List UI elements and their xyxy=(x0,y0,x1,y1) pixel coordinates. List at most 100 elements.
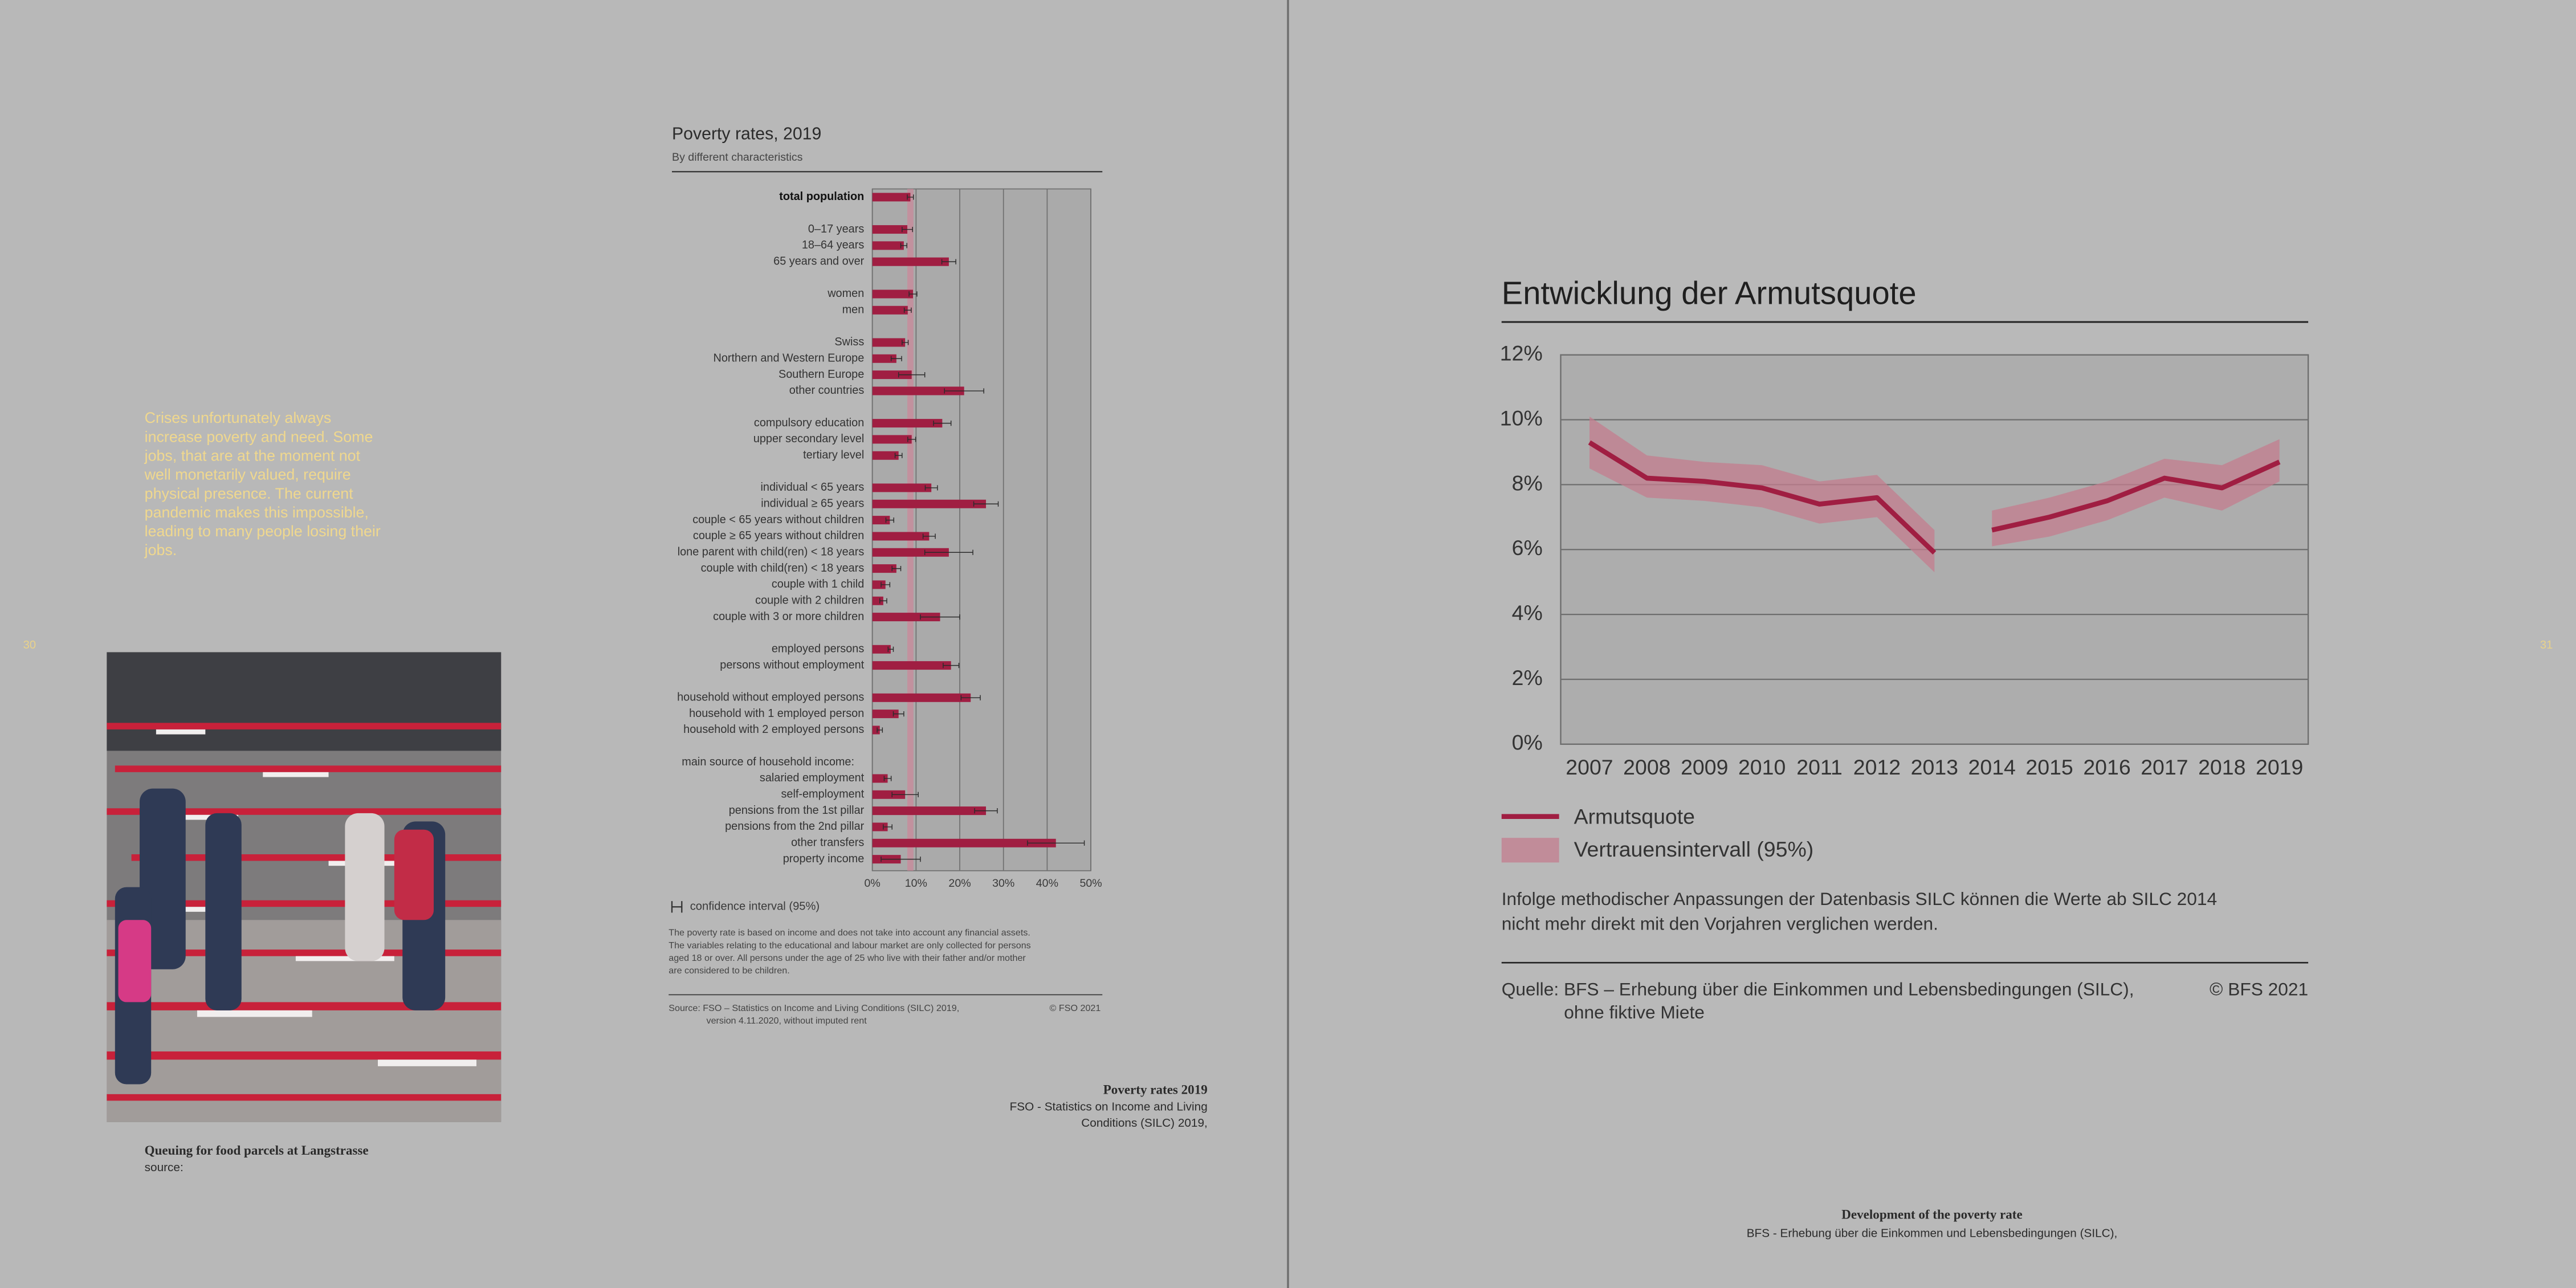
page-number: 30 xyxy=(23,639,36,651)
y-tick-label: 6% xyxy=(1512,536,1543,560)
y-tick-label: 10% xyxy=(1500,406,1543,430)
note-line: nicht mehr direkt mit den Vorjahren verg… xyxy=(1502,913,1938,934)
x-tick-label: 20% xyxy=(948,877,971,890)
chart-subtitle: By different characteristics xyxy=(672,151,803,164)
error-bar xyxy=(891,565,902,572)
error-bar xyxy=(933,420,952,426)
y-tick-label: 8% xyxy=(1512,471,1543,495)
error-bar xyxy=(877,727,883,733)
source-line: version 4.11.2020, without imputed rent xyxy=(707,1016,867,1026)
note-line: The variables relating to the educationa… xyxy=(669,940,1031,951)
caption-line: Conditions (SILC) 2019, xyxy=(1081,1116,1207,1130)
bar xyxy=(872,225,908,234)
reference-band xyxy=(907,189,914,871)
source-line: ohne fiktive Miete xyxy=(1564,1002,1705,1022)
x-tick-label: 2013 xyxy=(1911,755,1958,779)
error-bar xyxy=(903,307,912,313)
category-label: men xyxy=(842,304,865,316)
bar xyxy=(872,483,932,492)
intro-line: physical presence. The current xyxy=(145,485,353,502)
copyright: © BFS 2021 xyxy=(2210,979,2308,1000)
bar xyxy=(872,710,899,719)
x-tick-label: 2011 xyxy=(1796,755,1843,779)
category-label: women xyxy=(827,287,864,300)
category-label: pensions from the 2nd pillar xyxy=(725,820,865,833)
error-bar xyxy=(883,776,892,781)
chart-title: Poverty rates, 2019 xyxy=(672,124,821,143)
bar xyxy=(872,338,906,347)
error-bar xyxy=(922,533,936,539)
error-bar xyxy=(924,485,938,491)
x-tick-label: 2019 xyxy=(2256,755,2303,779)
x-tick-label: 2008 xyxy=(1623,755,1670,779)
bar xyxy=(872,532,930,541)
confidence-band xyxy=(1589,416,2280,573)
category-label: household with 2 employed persons xyxy=(683,723,864,736)
category-label: household without employed persons xyxy=(677,691,864,704)
category-label: Swiss xyxy=(834,336,864,348)
category-label: self-employment xyxy=(781,788,864,801)
error-bar xyxy=(885,517,894,523)
caption-title: Poverty rates 2019 xyxy=(1103,1082,1208,1097)
line xyxy=(1588,440,2281,555)
category-label: 18–64 years xyxy=(802,239,864,251)
source-line: Quelle: BFS – Erhebung über die Einkomme… xyxy=(1502,979,2134,1000)
bar xyxy=(872,290,913,299)
legend-label: Armutsquote xyxy=(1574,804,1695,828)
source-line: Source: FSO – Statistics on Income and L… xyxy=(669,1003,959,1013)
caption-line: BFS - Erhebung über die Einkommen und Le… xyxy=(1747,1226,2118,1240)
x-tick-label: 2007 xyxy=(1566,755,1613,779)
category-label: salaried employment xyxy=(760,772,865,784)
category-label: property income xyxy=(783,853,865,865)
intro-line: pandemic makes this impossible, xyxy=(145,504,369,521)
category-label: household with 1 employed person xyxy=(689,707,864,720)
error-bar xyxy=(920,614,960,620)
bar xyxy=(872,838,1056,847)
error-bar xyxy=(881,857,921,862)
bar xyxy=(872,516,890,525)
category-label: pensions from the 1st pillar xyxy=(729,804,865,817)
page-number: 31 xyxy=(2540,639,2553,651)
x-tick-label: 2018 xyxy=(2198,755,2245,779)
error-bar xyxy=(907,194,914,200)
intro-line: Crises unfortunately always xyxy=(145,409,332,426)
category-label: upper secondary level xyxy=(753,433,864,445)
bar xyxy=(872,822,888,832)
caption-title: Development of the poverty rate xyxy=(1841,1207,2022,1221)
bar xyxy=(872,419,943,428)
bar xyxy=(872,693,971,702)
legend-symbol xyxy=(671,901,683,913)
category-label: couple with child(ren) < 18 years xyxy=(701,562,865,574)
photo-caption-title: Queuing for food parcels at Langstrasse xyxy=(145,1143,369,1157)
y-tick-label: 0% xyxy=(1512,731,1543,755)
x-tick-label: 2012 xyxy=(1853,755,1901,779)
category-label: 65 years and over xyxy=(773,255,864,268)
category-label: couple < 65 years without children xyxy=(692,513,864,526)
note-line: are considered to be children. xyxy=(669,965,789,976)
intro-line: leading to many people losing their xyxy=(145,523,381,540)
y-tick-label: 4% xyxy=(1512,601,1543,625)
error-bar xyxy=(902,340,909,345)
intro-line: jobs. xyxy=(144,541,177,559)
error-bar xyxy=(907,437,916,442)
error-bar xyxy=(924,549,973,555)
note-line: The poverty rate is based on income and … xyxy=(669,928,1030,938)
intro-line: well monetarily valued, require xyxy=(144,466,351,483)
bar xyxy=(872,725,880,735)
category-label: couple with 2 children xyxy=(755,594,864,607)
error-bar xyxy=(892,711,904,717)
category-label: couple ≥ 65 years without children xyxy=(693,529,864,542)
legend-label: confidence interval (95%) xyxy=(690,900,820,913)
bar xyxy=(872,370,912,380)
bar xyxy=(872,613,940,622)
error-bar xyxy=(974,808,998,814)
bar xyxy=(872,257,949,266)
bar xyxy=(872,661,951,670)
error-bar xyxy=(902,226,913,233)
intro-line: jobs, that are at the moment not xyxy=(144,447,361,464)
legend-swatch xyxy=(1501,838,1559,863)
error-bar xyxy=(898,372,926,378)
error-bar xyxy=(891,792,919,797)
error-bar xyxy=(894,453,903,458)
